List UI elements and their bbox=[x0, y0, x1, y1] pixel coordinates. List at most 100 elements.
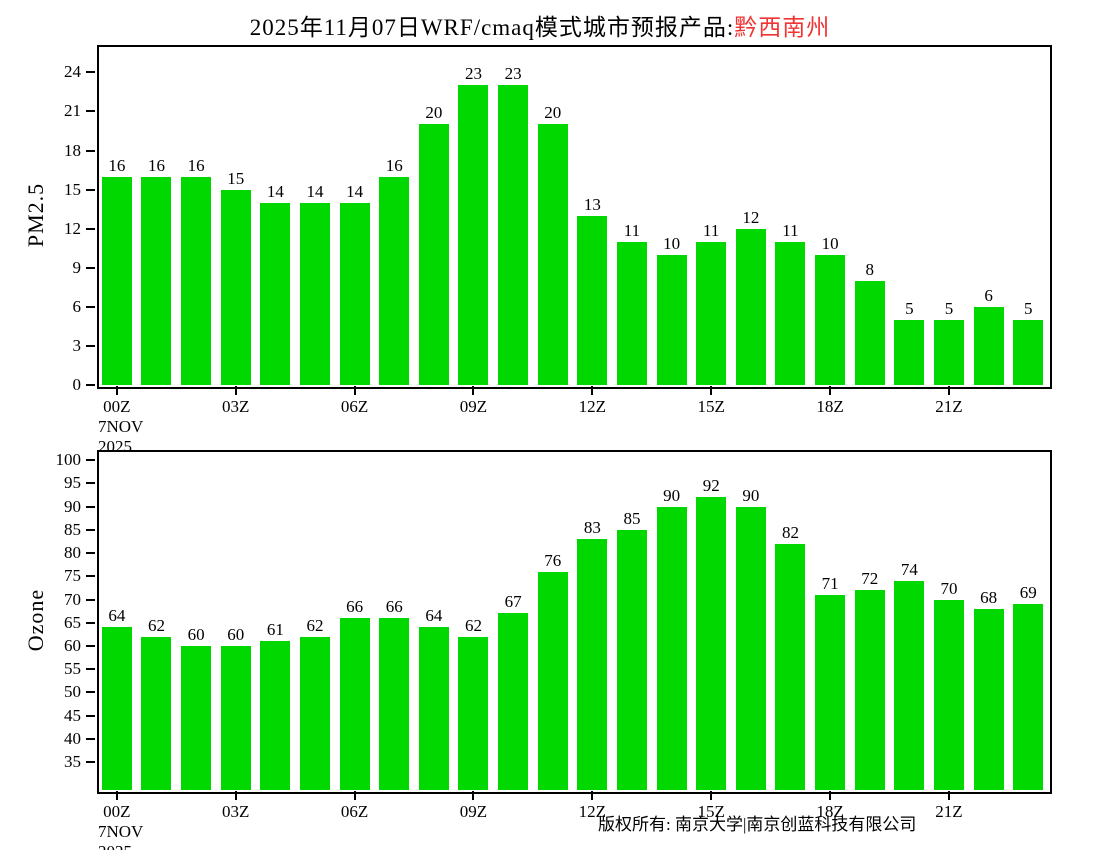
bar-value-label: 60 bbox=[227, 625, 245, 644]
bar-value-label: 23 bbox=[504, 64, 522, 84]
bar bbox=[498, 85, 529, 385]
chart-title-text: 2025年11月07日WRF/cmaq模式城市预报产品: bbox=[249, 15, 735, 40]
bar bbox=[973, 608, 1004, 790]
bar-value-label: 15 bbox=[227, 168, 245, 188]
bar-value-label: 13 bbox=[583, 194, 601, 214]
y-tick bbox=[86, 598, 95, 601]
y-tick bbox=[86, 668, 95, 671]
y-tick-label: 21 bbox=[64, 101, 81, 121]
y-tick-label: 35 bbox=[64, 752, 81, 772]
bar bbox=[537, 124, 568, 385]
y-tick-label: 15 bbox=[64, 179, 81, 199]
bar-value-label: 66 bbox=[346, 597, 364, 617]
bar-value-label: 66 bbox=[385, 597, 403, 617]
x-tick-label: 09Z bbox=[459, 802, 488, 821]
bar bbox=[537, 571, 568, 790]
y-tick-label: 85 bbox=[64, 519, 81, 539]
y-tick bbox=[86, 227, 95, 230]
y-tick-label: 3 bbox=[72, 335, 82, 355]
x-tick-label: 12Z bbox=[578, 397, 606, 416]
bar-value-label: 16 bbox=[187, 155, 205, 175]
y-tick-label: 90 bbox=[64, 496, 81, 516]
x-tick bbox=[472, 791, 475, 800]
x-tick-label: 03Z bbox=[221, 802, 250, 821]
bar-value-label: 76 bbox=[544, 550, 562, 570]
bar-value-label: 62 bbox=[464, 615, 482, 635]
bar bbox=[101, 627, 132, 790]
bar-value-label: 70 bbox=[940, 578, 958, 598]
bar-value-label: 64 bbox=[108, 606, 126, 626]
bar-value-label: 62 bbox=[147, 615, 165, 635]
bar-value-label: 14 bbox=[306, 181, 324, 201]
bar-value-label: 11 bbox=[782, 220, 799, 240]
bar bbox=[894, 319, 925, 385]
y-tick bbox=[86, 575, 95, 578]
bar-value-label: 23 bbox=[464, 64, 482, 84]
y-tick bbox=[86, 110, 95, 113]
bar bbox=[299, 636, 330, 790]
copyright-footer: 版权所有: 南京大学|南京创蓝科技有限公司 bbox=[598, 815, 917, 834]
bar bbox=[260, 641, 291, 790]
y-tick-label: 70 bbox=[64, 589, 81, 609]
bar bbox=[339, 618, 370, 790]
bar-value-label: 67 bbox=[504, 592, 522, 612]
bar bbox=[815, 254, 846, 385]
bar-value-label: 14 bbox=[266, 181, 284, 201]
x-tick-label: 06Z bbox=[340, 397, 369, 416]
bar bbox=[696, 497, 727, 790]
bar bbox=[854, 590, 885, 790]
y-tick bbox=[86, 714, 95, 717]
x-tick bbox=[353, 791, 356, 800]
x-tick bbox=[115, 791, 118, 800]
bar bbox=[141, 176, 172, 385]
y-tick bbox=[86, 691, 95, 694]
y-tick-label: 40 bbox=[64, 728, 81, 748]
bar-value-label: 16 bbox=[147, 155, 165, 175]
bar-value-label: 60 bbox=[187, 625, 205, 644]
bar bbox=[418, 627, 449, 790]
bar bbox=[379, 176, 410, 385]
x-tick bbox=[591, 386, 594, 395]
ozone-plot-area bbox=[97, 450, 1052, 794]
y-tick bbox=[86, 552, 95, 555]
bar bbox=[260, 202, 291, 385]
x-tick bbox=[353, 386, 356, 395]
date-label: 7NOV bbox=[98, 822, 144, 841]
pm25-plot-area bbox=[97, 45, 1052, 389]
x-tick bbox=[234, 386, 237, 395]
y-tick-label: 18 bbox=[64, 140, 81, 160]
bar-value-label: 6 bbox=[984, 285, 993, 305]
x-tick-label: 15Z bbox=[697, 802, 725, 821]
x-tick-label: 00Z bbox=[103, 802, 131, 821]
bar-value-label: 85 bbox=[623, 508, 641, 528]
pm25-axis-title-text: PM2.5 bbox=[23, 182, 48, 248]
y-tick-label: 100 bbox=[55, 450, 82, 470]
y-tick-label: 24 bbox=[64, 62, 81, 82]
y-tick-label: 0 bbox=[72, 375, 82, 394]
bar bbox=[181, 176, 212, 385]
bar-value-label: 12 bbox=[742, 207, 760, 227]
bar bbox=[735, 228, 766, 385]
bar bbox=[616, 241, 647, 385]
y-tick bbox=[86, 305, 95, 308]
chart-title-region: 黔西南州 bbox=[734, 15, 831, 40]
bar-value-label: 82 bbox=[781, 522, 799, 542]
bar-value-label: 14 bbox=[346, 181, 364, 201]
y-tick-label: 65 bbox=[64, 612, 81, 632]
y-tick bbox=[86, 266, 95, 269]
bar bbox=[616, 529, 647, 790]
bar-value-label: 90 bbox=[663, 485, 681, 505]
bar-value-label: 11 bbox=[623, 220, 641, 240]
bar bbox=[379, 618, 410, 790]
y-tick bbox=[86, 384, 95, 386]
bar bbox=[735, 506, 766, 790]
bar-value-label: 5 bbox=[905, 298, 914, 318]
y-tick-label: 9 bbox=[72, 257, 82, 277]
x-tick-label: 18Z bbox=[816, 802, 844, 821]
bar bbox=[181, 646, 212, 790]
bar bbox=[894, 580, 925, 790]
bar-value-label: 69 bbox=[1019, 583, 1037, 603]
y-tick bbox=[86, 621, 95, 624]
bar bbox=[458, 636, 489, 790]
x-tick-label: 21Z bbox=[935, 802, 963, 821]
